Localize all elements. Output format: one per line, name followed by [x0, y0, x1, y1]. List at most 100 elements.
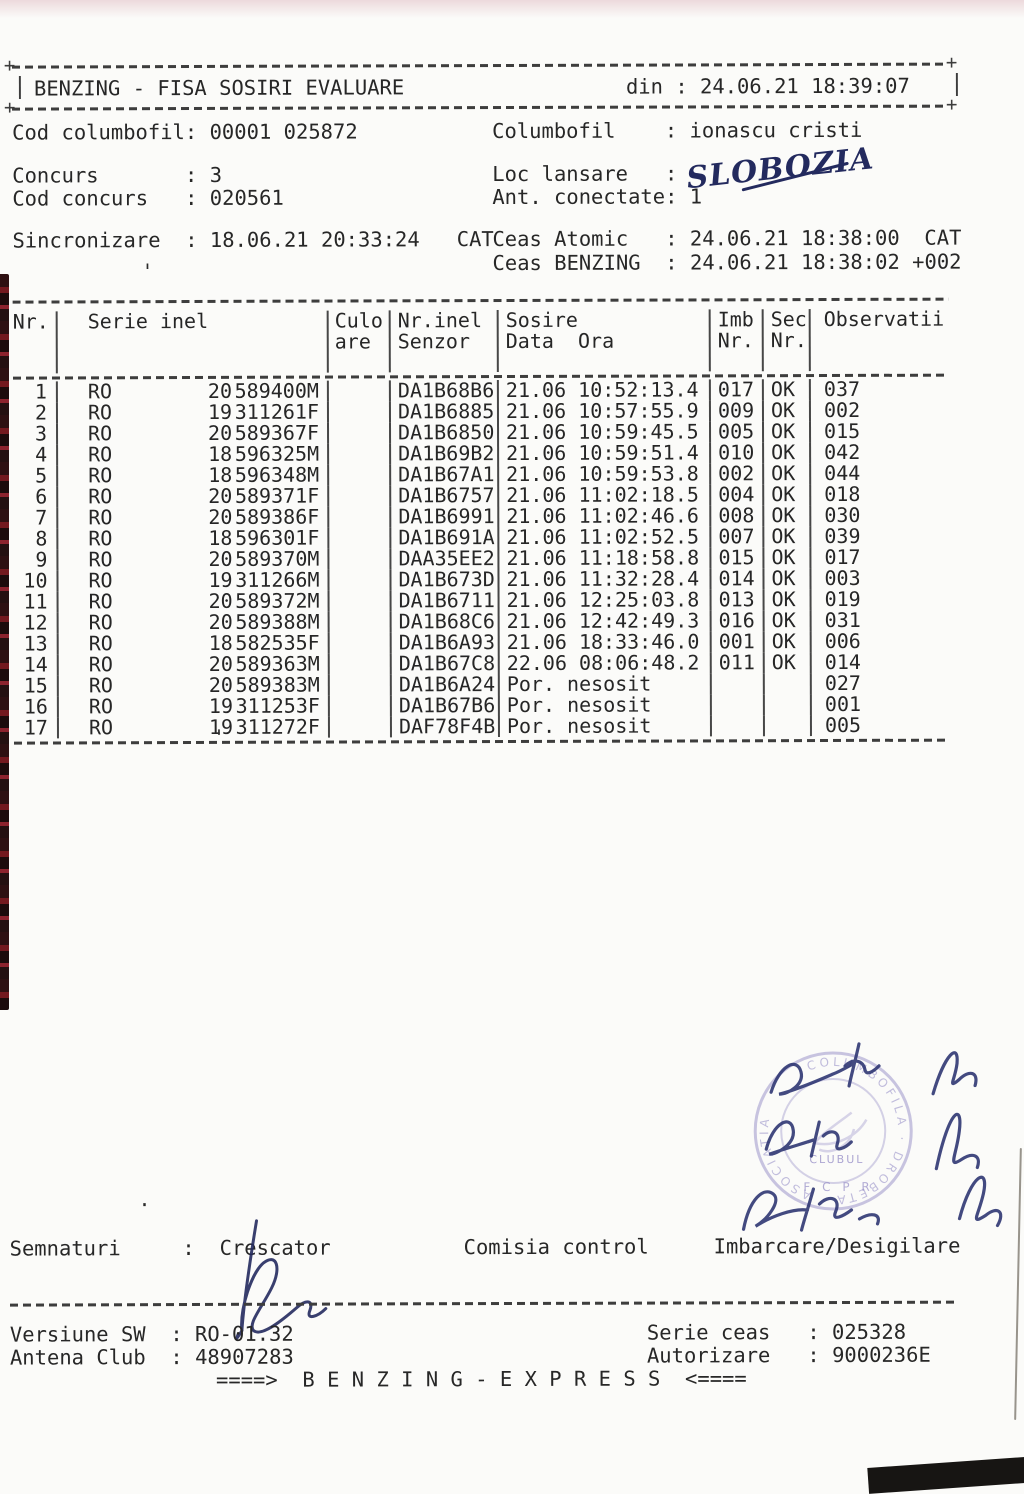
handwritten-loc-lansare: SLOBOZIA [684, 141, 876, 197]
cell-sec: OK [762, 505, 810, 527]
cell-culoare [327, 464, 390, 486]
ring-country: RO [87, 422, 113, 445]
committee-signatures [741, 1042, 1003, 1232]
cell-nr: 6 [35, 486, 48, 508]
cell-sosire: 21.06 12:25:03.8 [497, 589, 710, 612]
cell-sosire: 21.06 10:52:13.4 [496, 379, 709, 402]
field-label: Ceas Atomic [492, 226, 629, 252]
ring-year: 19 [207, 401, 233, 424]
cell-sosire: 21.06 10:59:53.8 [497, 463, 710, 486]
table-row: 17 RO 19 311272F DAF78F4B Por. nesosit 005 [14, 714, 950, 739]
field-concurs: Concurs:3 [12, 162, 223, 188]
cell-senzor: DA1B67A1 [389, 464, 498, 486]
field-label: Ant. conectate [492, 184, 666, 210]
field-antena-club: Antena Club:48907283 [10, 1345, 294, 1370]
cell-sec [762, 673, 810, 695]
field-label: Versiune SW [9, 1322, 146, 1347]
cell-observatii: 039 [809, 525, 950, 548]
cell-observatii: 030 [809, 504, 950, 527]
cell-sec: OK [761, 379, 809, 401]
cell-observatii: 042 [809, 441, 950, 464]
field-cod-concurs: Cod concurs:020561 [12, 186, 284, 211]
cell-observatii: 019 [809, 588, 950, 611]
cell-senzor: DAF78F4B [389, 716, 498, 738]
cell-sec: OK [761, 421, 810, 443]
ring-year: 19 [208, 695, 234, 718]
ring-number: 596325M [234, 443, 320, 466]
colon: : [664, 118, 678, 143]
field-label: Concurs [12, 163, 99, 188]
ring-country: RO [88, 653, 113, 676]
cell-serie: RO 19 311266M [56, 569, 328, 592]
col-header-sosire: Sosire Data Ora [496, 309, 709, 373]
cell-senzor: DA1B6885 [388, 401, 498, 423]
field-semnaturi: Semnaturi: [9, 1236, 195, 1261]
table-row: 13 RO 18 582535F DA1B6A93 21.06 18:33:46.0… [14, 630, 950, 655]
cell-senzor: DAA35EE2 [389, 548, 498, 570]
cell-culoare [327, 443, 390, 465]
field-value: 3 [209, 162, 223, 187]
arrivals-table: Nr. Serie inel Culo are Nr.inel Senzor S… [12, 295, 951, 747]
field-sincronizare: Sincronizare:18.06.21 20:33:24 CAT [12, 227, 493, 253]
cell-imb [709, 673, 763, 695]
report-date-value: 24.06.21 18:39:07 [699, 73, 910, 99]
cell-senzor: DA1B6850 [389, 422, 498, 444]
colon: : [185, 227, 198, 253]
table-row: 6 RO 20 589371F DA1B6757 21.06 11:02:18.5 … [13, 483, 950, 508]
cell-nr: 11 [23, 591, 48, 613]
cell-sosire: 21.06 11:18:58.8 [497, 547, 710, 570]
field-ceas-benzing: Ceas BENZING:24.06.21 18:38:02 +002 [492, 250, 961, 276]
table-row: 3 RO 20 589367F DA1B6850 21.06 10:59:45.5 … [13, 420, 950, 445]
scan-left-artifact [0, 274, 9, 1010]
cell-serie: RO 18 596301F [56, 527, 328, 550]
field-ant-conectate: Ant. conectate:1 [492, 184, 702, 210]
ring-number: 589400M [234, 380, 319, 403]
cell-serie: RO 19 311253F [56, 695, 328, 718]
cell-senzor: DA1B6711 [389, 590, 498, 612]
cell-imb: 017 [708, 379, 762, 401]
cell-senzor: DA1B67C8 [389, 653, 498, 675]
field-autorizare: Autorizare:9000236E [647, 1343, 931, 1368]
cell-serie: RO 20 589363M [56, 653, 328, 676]
cell-sosire: Por. nesosit [497, 694, 710, 717]
col-header-sec: Sec Nr. [761, 309, 809, 372]
table-row: 4 RO 18 596325M DA1B69B2 21.06 10:59:51.4 … [13, 441, 950, 466]
ring-year: 20 [208, 506, 233, 529]
cell-culoare [327, 716, 390, 738]
ring-country: RO [88, 569, 113, 592]
ring-year: 18 [208, 527, 233, 550]
cell-culoare [327, 674, 390, 696]
cell-imb: 011 [709, 652, 763, 674]
cell-nr: 10 [23, 570, 48, 592]
ring-number: 589372M [235, 590, 320, 613]
cell-senzor: DA1B69B2 [389, 443, 498, 465]
cell-sosire: 21.06 18:33:46.0 [497, 631, 710, 654]
table-row: 12 RO 20 589388M DA1B68C6 21.06 12:42:49.3… [14, 609, 950, 634]
cell-imb: 002 [709, 463, 763, 485]
cell-nr: 14 [23, 654, 48, 676]
ring-country: RO [88, 548, 113, 571]
field-label: Sincronizare [12, 228, 161, 253]
cell-imb: 015 [709, 547, 763, 569]
cell-culoare [327, 695, 390, 717]
field-value: ionascu cristi [689, 117, 863, 143]
cell-culoare [327, 485, 390, 507]
cell-serie: RO 19 311272F [56, 716, 328, 739]
svg-text:F C P R: F C P R [803, 1180, 873, 1194]
cell-culoare [326, 380, 389, 402]
cell-imb [709, 715, 763, 737]
ring-number: 589386F [234, 506, 320, 529]
cell-imb: 016 [709, 610, 763, 632]
field-label: Semnaturi [9, 1236, 121, 1261]
cell-sec: OK [762, 484, 810, 506]
ring-number: 596301F [235, 527, 320, 550]
stray-mark: ' [141, 259, 154, 284]
cell-nr: 17 [23, 717, 48, 739]
col-header-nr: Nr. [12, 311, 49, 334]
field-label: Cod columbofil [12, 120, 185, 145]
cell-sosire: 21.06 11:32:28.4 [497, 568, 710, 591]
field-label: Ceas BENZING [492, 250, 641, 276]
cell-serie: RO 20 589400M [55, 380, 327, 403]
cell-senzor: DA1B6991 [389, 506, 498, 528]
cell-nr: 16 [23, 696, 48, 718]
